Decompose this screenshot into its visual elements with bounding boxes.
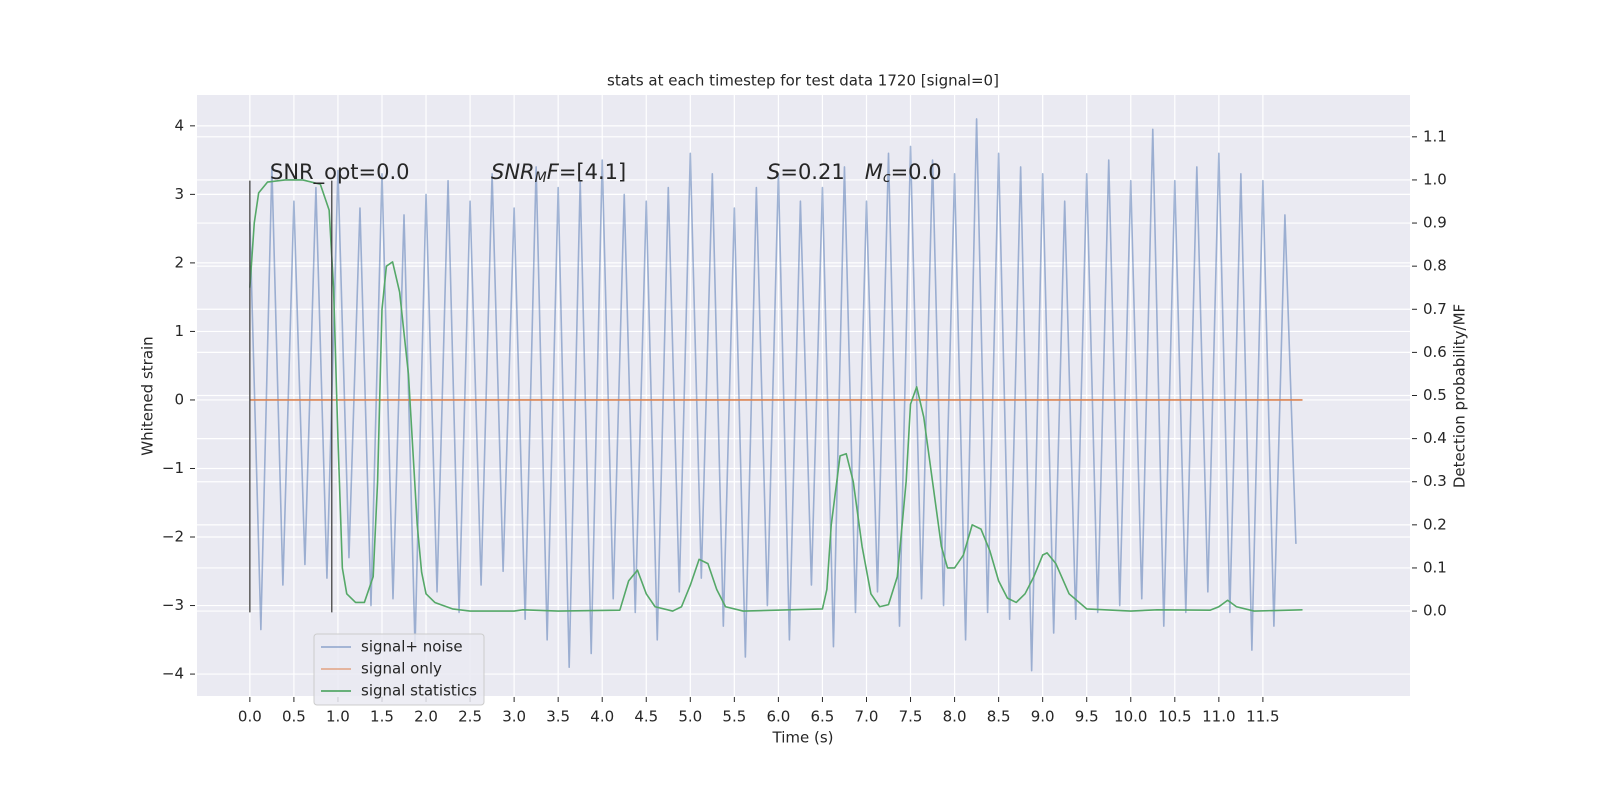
y2-tick-label: 0.4 — [1423, 429, 1447, 447]
x-tick-label: 4.0 — [590, 708, 614, 726]
x-tick-label: 5.5 — [722, 708, 746, 726]
x-axis-label: Time (s) — [772, 729, 834, 747]
x-tick-label: 1.0 — [326, 708, 350, 726]
x-tick-label: 0.0 — [238, 708, 262, 726]
annotation-part: M — [535, 170, 547, 186]
x-tick-label: 3.5 — [546, 708, 570, 726]
y2-tick-label: 1.1 — [1423, 127, 1447, 145]
x-tick-label: 11.5 — [1246, 708, 1279, 726]
annotation-part: =[4.1] — [559, 160, 626, 184]
y-tick-label: 2 — [174, 253, 184, 271]
x-tick-label: 9.0 — [1031, 708, 1055, 726]
x-tick-label: 10.5 — [1158, 708, 1191, 726]
y-tick-label: 3 — [174, 185, 184, 203]
y-tick-label: 1 — [174, 322, 184, 340]
annotation: SNR_opt=0.0 — [270, 160, 410, 185]
y-tick-label: −1 — [162, 459, 184, 477]
y2-tick-label: 0.3 — [1423, 472, 1447, 490]
x-tick-label: 2.5 — [458, 708, 482, 726]
y2-tick-label: 0.1 — [1423, 558, 1447, 576]
y2-tick-label: 0.7 — [1423, 300, 1447, 318]
series-line — [249, 118, 1297, 672]
annotation-part: c — [883, 170, 891, 186]
x-tick-label: 11.0 — [1202, 708, 1235, 726]
series-line — [249, 179, 1303, 612]
x-tick-label: 7.5 — [899, 708, 923, 726]
x-tick-label: 9.5 — [1075, 708, 1099, 726]
annotation-part: S — [767, 160, 780, 184]
y2-tick-label: 0.8 — [1423, 257, 1447, 275]
y-tick-label: −2 — [162, 528, 184, 546]
annotation-part: F — [547, 160, 560, 184]
annotation: S=0.21 Mc=0.0 — [767, 160, 942, 186]
y-tick-label: −3 — [162, 596, 184, 614]
x-tick-label: 1.5 — [370, 708, 394, 726]
x-tick-label: 2.0 — [414, 708, 438, 726]
annotation-part: SNR_opt=0.0 — [270, 160, 410, 185]
y-tick-label: −4 — [162, 665, 184, 683]
annotation-part: =0.0 — [891, 160, 942, 184]
annotation-part: SNR — [491, 160, 535, 184]
legend-label: signal+ noise — [361, 638, 463, 656]
legend-box — [313, 633, 485, 706]
x-tick-label: 5.0 — [678, 708, 702, 726]
x-tick-label: 8.0 — [943, 708, 967, 726]
annotation-part: =0.21 — [780, 160, 864, 184]
x-tick-label: 10.0 — [1114, 708, 1147, 726]
x-tick-label: 0.5 — [282, 708, 306, 726]
y2-tick-label: 0.0 — [1423, 602, 1447, 620]
annotation-part: M — [865, 160, 883, 184]
x-tick-label: 8.5 — [987, 708, 1011, 726]
y2-tick-label: 1.0 — [1423, 170, 1447, 188]
legend-label: signal only — [361, 660, 442, 678]
y2-tick-label: 0.5 — [1423, 386, 1447, 404]
legend-label: signal statistics — [361, 682, 477, 700]
y-tick-label: 0 — [174, 390, 184, 408]
x-tick-label: 4.5 — [634, 708, 658, 726]
y2-axis-label: Detection probability/MF — [1451, 304, 1469, 488]
y2-tick-label: 0.9 — [1423, 214, 1447, 232]
x-tick-label: 7.0 — [855, 708, 879, 726]
chart-title: stats at each timestep for test data 172… — [607, 72, 999, 90]
y2-tick-label: 0.6 — [1423, 343, 1447, 361]
y-tick-label: 4 — [174, 116, 184, 134]
x-tick-label: 3.0 — [502, 708, 526, 726]
annotation: SNRMF=[4.1] — [491, 160, 626, 186]
x-tick-label: 6.5 — [811, 708, 835, 726]
x-tick-label: 6.0 — [766, 708, 790, 726]
y2-tick-label: 0.2 — [1423, 515, 1447, 533]
y-axis-label: Whitened strain — [139, 336, 157, 455]
